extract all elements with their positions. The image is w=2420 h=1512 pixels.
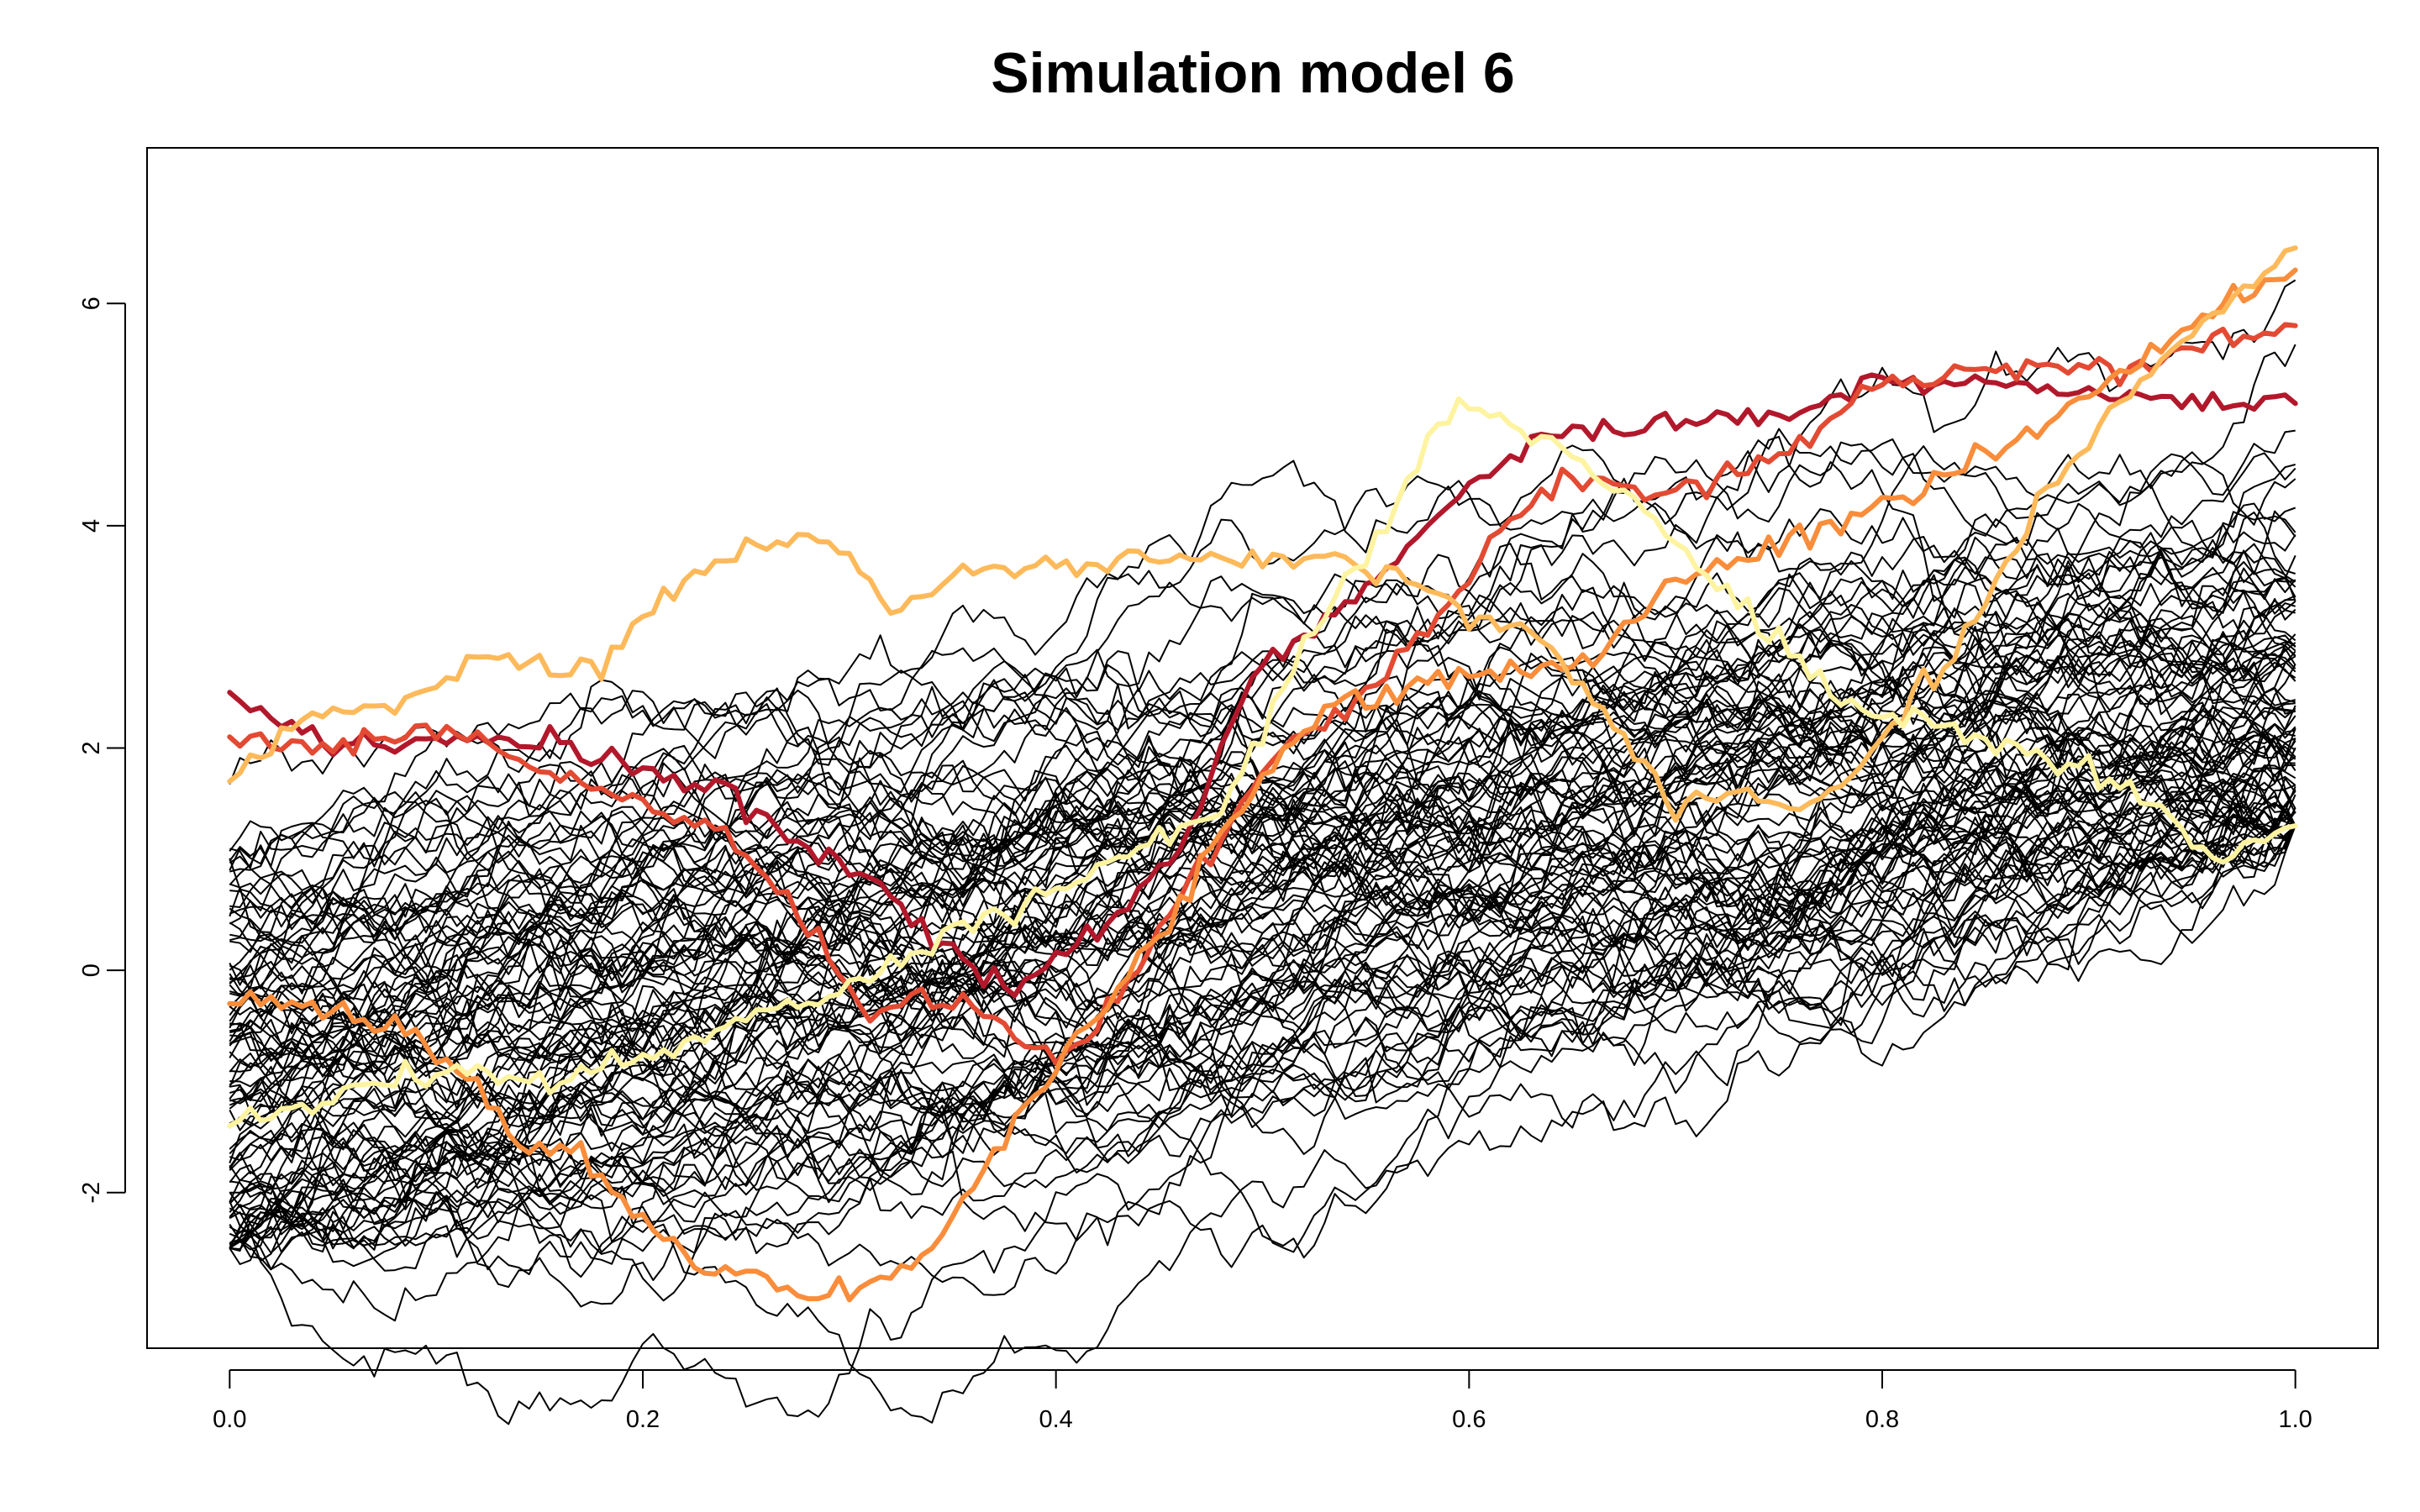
background-path (229, 786, 2296, 1246)
background-path (229, 429, 2296, 993)
x-tick-label: 0.2 (626, 1406, 660, 1433)
background-path (229, 738, 2296, 1088)
background-path (229, 722, 2296, 1078)
background-path (229, 759, 2296, 1246)
background-path (229, 518, 2296, 924)
background-path (229, 566, 2296, 1032)
background-path (229, 823, 2296, 1166)
background-path (229, 597, 2296, 1139)
background-path (229, 825, 2296, 1271)
background-path (229, 799, 2296, 1234)
x-tick-label: 0.8 (1865, 1406, 1899, 1433)
background-path (229, 822, 2296, 1208)
background-path (229, 716, 2296, 1112)
background-path (229, 777, 2296, 1250)
background-path (229, 445, 2296, 868)
background-path (229, 441, 2296, 873)
x-tick-label: 0.0 (213, 1406, 246, 1433)
background-path (229, 801, 2296, 1275)
background-path (229, 648, 2296, 1251)
background-path (229, 727, 2296, 1216)
background-path (229, 786, 2296, 1254)
chart-title: Simulation model 6 (991, 41, 1514, 105)
background-path (229, 808, 2296, 1424)
background-path (229, 732, 2296, 1262)
background-path (229, 794, 2296, 1296)
background-path (229, 633, 2296, 1075)
background-path (229, 664, 2296, 1112)
highlighted-series-line (227, 396, 2298, 1129)
background-path (229, 727, 2296, 1302)
x-tick-label: 0.4 (1039, 1406, 1073, 1433)
background-path (229, 664, 2296, 1091)
background-path (229, 764, 2296, 1322)
background-path (229, 662, 2296, 1109)
background-path (229, 804, 2296, 1249)
background-path (229, 734, 2296, 1223)
background-path (229, 671, 2296, 1026)
background-path (229, 523, 2296, 996)
background-path (229, 653, 2296, 982)
background-path (229, 753, 2296, 1425)
background-path (229, 825, 2296, 1249)
background-path (229, 732, 2296, 1189)
background-path (229, 789, 2296, 1101)
background-path (229, 510, 2296, 997)
highlighted-series-line (227, 372, 2298, 999)
x-axis: 0.0 0.2 0.4 0.6 0.8 1.0 (213, 1369, 2312, 1433)
background-path (229, 567, 2296, 1056)
background-path (229, 576, 2296, 932)
background-path (229, 736, 2296, 1068)
background-path (229, 706, 2296, 1198)
background-path (229, 625, 2296, 981)
highlighted-series-line (227, 245, 2298, 823)
highlighted-series-line (227, 267, 2298, 1303)
background-path (229, 573, 2296, 882)
background-path (229, 543, 2296, 1016)
y-tick-label: 0 (78, 963, 105, 977)
background-path (229, 644, 2296, 1130)
y-tick-label: 4 (78, 519, 105, 533)
x-tick-label: 1.0 (2279, 1406, 2312, 1433)
x-tick-label: 0.6 (1452, 1406, 1486, 1433)
plot-area-frame (146, 147, 2379, 1349)
background-path (229, 701, 2296, 1077)
background-path (229, 810, 2296, 1157)
y-tick-label: -2 (78, 1182, 105, 1204)
background-path (229, 584, 2296, 1047)
background-path (229, 450, 2296, 971)
highlighted-paths (227, 245, 2298, 1303)
background-path (229, 799, 2296, 1182)
y-tick-label: 6 (78, 297, 105, 310)
background-path (229, 755, 2296, 1174)
y-axis: -2 0 2 4 6 (78, 297, 126, 1204)
background-path (229, 789, 2296, 1308)
y-tick-label: 2 (78, 741, 105, 754)
background-path (229, 543, 2296, 868)
